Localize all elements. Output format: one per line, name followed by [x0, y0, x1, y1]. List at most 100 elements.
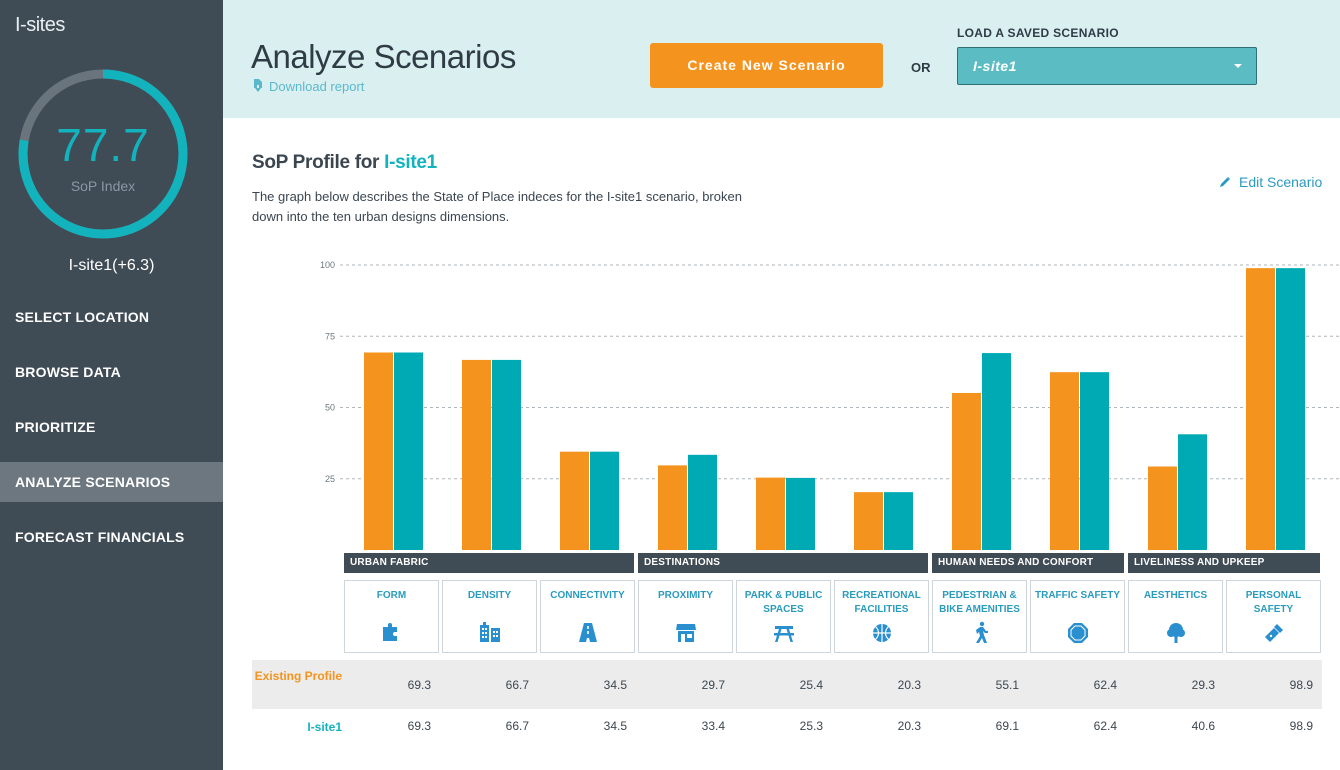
bar-scenario-8[interactable]	[1178, 434, 1207, 550]
bar-existing-7[interactable]	[1050, 372, 1079, 550]
dimension-card-5[interactable]: RECREATIONAL FACILITIES	[834, 580, 929, 653]
dimension-label: DENSITY	[467, 590, 512, 601]
dimension-card-9[interactable]: PERSONAL SAFETY	[1226, 580, 1321, 653]
bar-existing-0[interactable]	[364, 352, 393, 550]
existing-cell: 69.3	[407, 678, 431, 692]
scenario-cell: 98.9	[1289, 719, 1313, 733]
dimension-card-8[interactable]: AESTHETICS	[1128, 580, 1223, 653]
road-icon	[579, 623, 597, 642]
tree-icon	[1167, 623, 1185, 643]
bar-scenario-1[interactable]	[492, 359, 521, 550]
nav-select-location[interactable]: SELECT LOCATION	[15, 309, 150, 325]
dimension-label: FORM	[376, 590, 407, 601]
download-report-label: Download report	[269, 79, 365, 94]
scenario-cell: 20.3	[897, 719, 921, 733]
existing-cell: 29.3	[1191, 678, 1215, 692]
scenario-cell: 34.5	[603, 719, 627, 733]
puzzle-icon	[383, 623, 397, 641]
existing-cell: 20.3	[897, 678, 921, 692]
dimension-card-2[interactable]: CONNECTIVITY	[540, 580, 635, 653]
y-tick-label: 75	[325, 331, 335, 341]
sop-index-label: SoP Index	[70, 178, 136, 194]
dimension-card-1[interactable]: DENSITY	[442, 580, 537, 653]
dimension-card-6[interactable]: PEDESTRIAN & BIKE AMENITIES	[932, 580, 1027, 653]
bar-existing-2[interactable]	[560, 451, 589, 550]
existing-cell: 25.4	[799, 678, 823, 692]
dimension-label: PEDESTRIAN & BIKE AMENITIES	[939, 590, 1020, 615]
sop-index-gauge	[18, 69, 188, 239]
bar-scenario-0[interactable]	[394, 352, 423, 550]
bar-scenario-6[interactable]	[982, 353, 1011, 550]
scenario-cell: 69.1	[995, 719, 1019, 733]
basketball-icon	[873, 624, 891, 642]
scenario-cell: 33.4	[701, 719, 725, 733]
scenario-cell: 62.4	[1093, 719, 1117, 733]
bar-scenario-3[interactable]	[688, 454, 717, 550]
dimension-card-4[interactable]: PARK & PUBLIC SPACES	[736, 580, 831, 653]
bar-existing-9[interactable]	[1246, 268, 1275, 550]
dimension-label: CONNECTIVITY	[550, 590, 625, 601]
stop-sign-icon	[1068, 623, 1088, 643]
bar-scenario-7[interactable]	[1080, 372, 1109, 550]
dimension-label: AESTHETICS	[1143, 590, 1208, 601]
sidebar: I-sites 77.7 SoP Index I-site1(+6.3) SEL…	[0, 0, 223, 770]
dimension-card-0[interactable]: FORM	[344, 580, 439, 653]
bar-existing-4[interactable]	[756, 477, 785, 550]
bar-existing-8[interactable]	[1148, 466, 1177, 550]
y-tick-label: 25	[325, 474, 335, 484]
bar-existing-5[interactable]	[854, 492, 883, 550]
dimension-label: PERSONAL SAFETY	[1245, 590, 1302, 615]
bar-existing-1[interactable]	[462, 359, 491, 550]
existing-cell: 98.9	[1289, 678, 1313, 692]
bar-scenario-5[interactable]	[884, 492, 913, 550]
edit-scenario-link[interactable]: Edit Scenario	[1219, 174, 1322, 190]
page-header: Analyze Scenarios Download report Create…	[223, 0, 1340, 118]
bar-scenario-9[interactable]	[1276, 268, 1305, 550]
scenario-cell: 40.6	[1191, 719, 1215, 733]
bar-scenario-4[interactable]	[786, 477, 815, 550]
profile-title-prefix: SoP Profile for	[252, 152, 385, 173]
bar-scenario-2[interactable]	[590, 451, 619, 550]
nav-forecast-financials[interactable]: FORECAST FINANCIALS	[15, 529, 185, 545]
y-tick-label: 100	[320, 260, 335, 270]
scenario-label: I-site1	[307, 720, 342, 734]
dimension-card-7[interactable]: TRAFFIC SAFETY	[1030, 580, 1125, 653]
sop-index-value: 77.7	[56, 119, 150, 171]
create-new-scenario-button[interactable]: Create New Scenario	[650, 43, 883, 88]
dimension-label: PROXIMITY	[657, 590, 713, 601]
profile-description: The graph below describes the State of P…	[252, 189, 742, 224]
category-group-0: URBAN FABRIC	[344, 553, 634, 573]
load-saved-scenario-select[interactable]: I-site1	[957, 47, 1257, 85]
profile-title: SoP Profile for I-site1	[252, 152, 437, 174]
gauge-arc	[18, 69, 188, 239]
scenario-cell: 25.3	[799, 719, 823, 733]
profile-title-scenario: I-site1	[384, 152, 437, 173]
edit-scenario-label: Edit Scenario	[1239, 174, 1323, 190]
download-file-icon	[254, 79, 262, 92]
nav-browse-data[interactable]: BROWSE DATA	[15, 364, 121, 380]
scenario-cell: 69.3	[407, 719, 431, 733]
picnic-table-icon	[774, 626, 794, 642]
bar-existing-3[interactable]	[658, 465, 687, 550]
sop-profile-chart: 100 75 50 25	[320, 260, 1340, 550]
dimension-label: TRAFFIC SAFETY	[1035, 590, 1120, 601]
download-report-link[interactable]: Download report	[253, 79, 364, 94]
existing-cell: 34.5	[603, 678, 627, 692]
nav-analyze-scenarios[interactable]: ANALYZE SCENARIOS	[0, 462, 223, 502]
bar-existing-6[interactable]	[952, 392, 981, 550]
scenario-cell: 66.7	[505, 719, 529, 733]
scenario-row: I-site1 69.3 66.7 34.5 33.4 25.3 20.3 69.1 62.4…	[252, 709, 1322, 745]
dimension-label: RECREATIONAL FACILITIES	[842, 590, 921, 615]
load-saved-scenario-label: LOAD A SAVED SCENARIO	[957, 26, 1119, 40]
app-brand[interactable]: I-sites	[15, 14, 65, 36]
storefront-icon	[676, 624, 696, 642]
category-group-3: LIVELINESS AND UPKEEP	[1128, 553, 1320, 573]
selected-scenario: I-site1	[973, 58, 1017, 74]
dimension-card-3[interactable]: PROXIMITY	[638, 580, 733, 653]
existing-cell: 66.7	[505, 678, 529, 692]
nav-prioritize[interactable]: PRIORITIZE	[15, 419, 96, 435]
scenario-score: I-site1(+6.3)	[68, 257, 155, 274]
y-tick-label: 50	[325, 403, 335, 413]
or-label: OR	[911, 60, 931, 75]
category-group-1: DESTINATIONS	[638, 553, 928, 573]
